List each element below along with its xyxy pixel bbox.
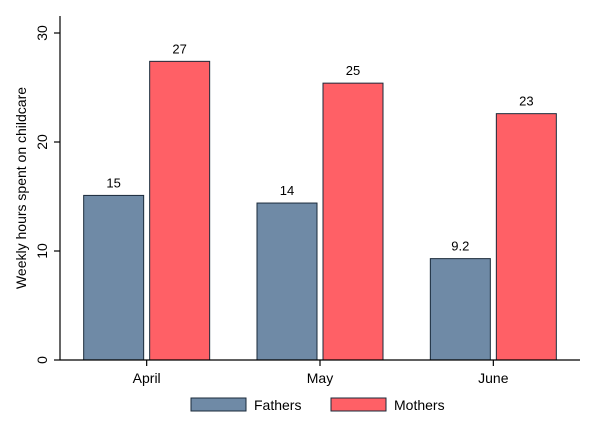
data-label: 15 bbox=[106, 175, 120, 190]
legend-swatch-fathers bbox=[190, 397, 247, 412]
bar-mothers-may bbox=[322, 82, 384, 361]
legend-label-fathers: Fathers bbox=[254, 397, 301, 413]
legend: Fathers Mothers bbox=[190, 397, 445, 413]
data-label: 25 bbox=[346, 63, 360, 78]
y-tick-label: 0 bbox=[34, 356, 50, 364]
bar-fathers-may bbox=[256, 202, 318, 361]
y-tick-label: 10 bbox=[34, 243, 50, 259]
x-tick-label: May bbox=[307, 370, 333, 386]
bar-fathers-june bbox=[429, 258, 491, 361]
legend-label-mothers: Mothers bbox=[394, 397, 445, 413]
y-tick-label: 20 bbox=[34, 134, 50, 150]
bar-fathers-april bbox=[83, 194, 145, 361]
y-axis-ticks: 0 10 20 30 bbox=[34, 25, 60, 364]
data-label: 14 bbox=[280, 183, 294, 198]
bar-mothers-april bbox=[149, 60, 211, 361]
x-tick-label: June bbox=[478, 370, 509, 386]
x-axis-ticks: April May June bbox=[133, 360, 509, 386]
y-tick-label: 30 bbox=[34, 25, 50, 41]
y-axis-title: Weekly hours spent on childcare bbox=[13, 87, 29, 289]
bars: 15 27 14 25 9.2 23 bbox=[83, 41, 557, 361]
bar-mothers-june bbox=[495, 113, 557, 361]
x-tick-label: April bbox=[133, 370, 161, 386]
data-label: 27 bbox=[172, 41, 186, 56]
legend-swatch-mothers bbox=[330, 397, 387, 412]
data-label: 9.2 bbox=[451, 239, 469, 254]
data-label: 23 bbox=[519, 94, 533, 109]
